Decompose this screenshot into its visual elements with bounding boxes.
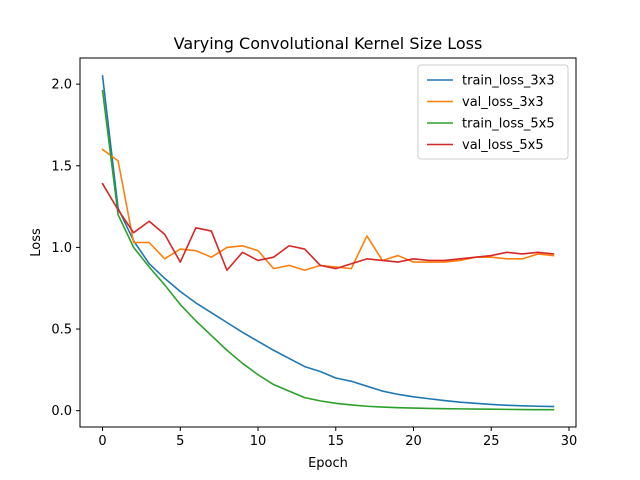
plot-lines — [101, 75, 555, 411]
legend: train_loss_3x3 val_loss_3x3 train_loss_5x5… — [417, 64, 569, 160]
y-tick-label: 2.0 — [51, 78, 72, 93]
y-tick-label: 1.5 — [51, 159, 72, 174]
legend-box — [417, 64, 569, 160]
chart-title: Varying Convolutional Kernel Size Loss — [174, 34, 483, 53]
x-tick-label: 15 — [328, 434, 345, 449]
series-line-train-loss-3x3 — [101, 75, 555, 408]
y-tick-label: 0.5 — [51, 323, 72, 338]
legend-label: train_loss_3x3 — [462, 74, 555, 89]
y-tick-label: 1.0 — [51, 241, 72, 256]
series-line-val-loss-5x5 — [101, 182, 555, 272]
x-axis: 0 5 10 15 20 25 30 — [98, 427, 577, 449]
series-line-train-loss-5x5 — [101, 89, 555, 411]
series-line-val-loss-3x3 — [101, 148, 555, 272]
x-tick-label: 10 — [250, 434, 267, 449]
x-axis-label: Epoch — [308, 456, 348, 471]
plot-frame — [79, 57, 577, 428]
legend-label: train_loss_5x5 — [462, 117, 555, 132]
x-tick-label: 25 — [483, 434, 500, 449]
x-tick-label: 5 — [176, 434, 184, 449]
y-tick-label: 0.0 — [51, 404, 72, 419]
x-tick-label: 30 — [561, 434, 578, 449]
x-tick-label: 20 — [405, 434, 422, 449]
y-axis: 0.0 0.5 1.0 1.5 2.0 — [51, 78, 80, 419]
legend-label: val_loss_3x3 — [462, 95, 544, 110]
legend-label: val_loss_5x5 — [462, 138, 544, 153]
x-tick-label: 0 — [98, 434, 106, 449]
y-axis-label: Loss — [29, 228, 44, 257]
